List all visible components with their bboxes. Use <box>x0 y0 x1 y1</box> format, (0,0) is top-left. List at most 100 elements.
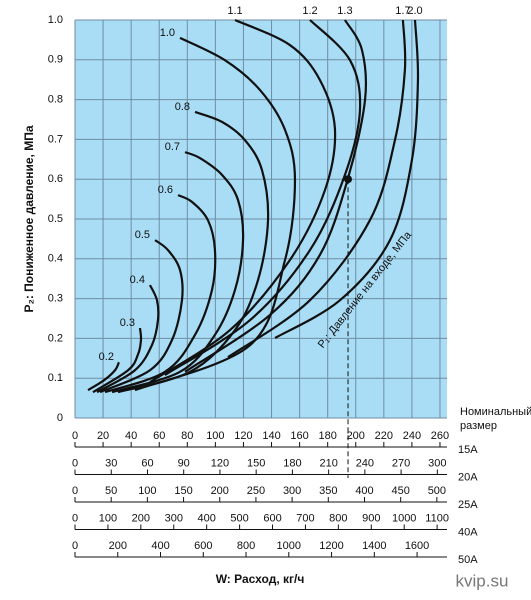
x-tick-label: 200 <box>109 540 127 552</box>
x-tick-label: 300 <box>428 457 446 469</box>
x-tick-label: 0 <box>72 512 78 524</box>
x-tick-label: 150 <box>247 457 265 469</box>
y-tick-label: 1.0 <box>48 14 63 26</box>
curve-label: 0.5 <box>135 229 150 241</box>
x-tick-label: 200 <box>211 485 229 497</box>
x-tick-label: 500 <box>230 512 248 524</box>
curve <box>87 361 120 392</box>
x-tick-label: 400 <box>151 540 169 552</box>
watermark: kvip.su <box>456 571 509 590</box>
curve-label: 1.2 <box>302 5 317 17</box>
x-tick-label: 180 <box>283 457 301 469</box>
x-tick-label: 0 <box>72 457 78 469</box>
x-tick-label: 900 <box>362 512 380 524</box>
y-tick-label: 0.3 <box>48 293 63 305</box>
x-tick-label: 40 <box>125 430 137 442</box>
x-tick-label: 0 <box>72 540 78 552</box>
x-tick-label: 1400 <box>362 540 386 552</box>
x-tick-label: 80 <box>181 430 193 442</box>
x-tick-label: 1000 <box>392 512 416 524</box>
curve-label: 0.7 <box>165 141 180 153</box>
x-tick-label: 20 <box>97 430 109 442</box>
curve <box>96 284 160 394</box>
x-tick-label: 220 <box>375 430 393 442</box>
curve-label: 1.0 <box>160 27 175 39</box>
x-tick-label: 50 <box>105 485 117 497</box>
x-tick-label: 500 <box>428 485 446 497</box>
x-tick-label: 240 <box>356 457 374 469</box>
x-tick-label: 180 <box>318 430 336 442</box>
curve <box>227 19 407 359</box>
curve-label: 2.0 <box>407 5 422 17</box>
curve <box>117 110 270 394</box>
scale-name: 50A <box>458 554 478 566</box>
x-tick-label: 400 <box>198 512 216 524</box>
scale-name: 15A <box>458 444 478 456</box>
x-tick-label: 300 <box>165 512 183 524</box>
scale-title: Номинальный размер <box>460 406 531 432</box>
x-tick-label: 30 <box>105 457 117 469</box>
x-tick-label: 200 <box>347 430 365 442</box>
x-tick-label: 1600 <box>405 540 429 552</box>
x-tick-label: 0 <box>72 430 78 442</box>
x-tick-label: 90 <box>178 457 190 469</box>
curve-label: 1.3 <box>337 5 352 17</box>
marker <box>344 175 353 184</box>
x-tick-label: 400 <box>355 485 373 497</box>
x-tick-label: 350 <box>319 485 337 497</box>
curve-label: 0.8 <box>175 101 190 113</box>
scale-name: 20A <box>458 471 478 483</box>
x-tick-label: 1200 <box>319 540 343 552</box>
y-tick-label: 0.7 <box>48 133 63 145</box>
scale-name: 25A <box>458 499 478 511</box>
x-tick-label: 150 <box>174 485 192 497</box>
x-tick-label: 300 <box>283 485 301 497</box>
y-tick-label: 0.5 <box>48 213 63 225</box>
x-tick-label: 450 <box>392 485 410 497</box>
curve-label: 0.2 <box>99 351 114 363</box>
x-tick-label: 260 <box>431 430 449 442</box>
x-tick-label: 250 <box>247 485 265 497</box>
x-tick-label: 240 <box>403 430 421 442</box>
curve <box>92 327 143 394</box>
scale-name: 40A <box>458 526 478 538</box>
x-tick-label: 800 <box>329 512 347 524</box>
curve-label: 0.6 <box>158 184 173 196</box>
y-tick-label: 0.2 <box>48 332 63 344</box>
curve <box>104 194 217 394</box>
x-axis-label: W: Расход, кг/ч <box>216 572 305 586</box>
x-tick-label: 1000 <box>277 540 301 552</box>
x-tick-label: 1100 <box>425 512 449 524</box>
x-tick-label: 0 <box>72 485 78 497</box>
x-tick-label: 270 <box>392 457 410 469</box>
x-tick-label: 200 <box>132 512 150 524</box>
curve-label: 1.1 <box>227 5 242 17</box>
x-tick-label: 60 <box>141 457 153 469</box>
curve <box>111 151 245 394</box>
curve-label: 0.4 <box>130 274 145 286</box>
x-tick-label: 700 <box>296 512 314 524</box>
x-tick-label: 100 <box>99 512 117 524</box>
x-tick-label: 210 <box>319 457 337 469</box>
x-tick-label: 140 <box>262 430 280 442</box>
curve <box>99 239 184 394</box>
x-tick-label: 600 <box>263 512 281 524</box>
x-tick-label: 120 <box>211 457 229 469</box>
x-tick-label: 120 <box>234 430 252 442</box>
x-tick-label: 60 <box>153 430 165 442</box>
x-tick-label: 100 <box>206 430 224 442</box>
x-tick-label: 600 <box>194 540 212 552</box>
y-axis-label: P₂: Пониженное давление, МПа <box>22 125 36 312</box>
y-tick-label: 0.6 <box>48 173 63 185</box>
x-tick-label: 100 <box>138 485 156 497</box>
y-tick-label: 0.4 <box>48 253 63 265</box>
curve <box>149 18 337 384</box>
curve <box>134 36 297 392</box>
y-tick-label: 0.8 <box>48 94 63 106</box>
curve <box>184 19 368 373</box>
y-tick-label: 0.9 <box>48 54 63 66</box>
curve-label: 0.3 <box>120 317 135 329</box>
y-tick-label: 0 <box>57 412 63 424</box>
curve <box>274 19 420 339</box>
